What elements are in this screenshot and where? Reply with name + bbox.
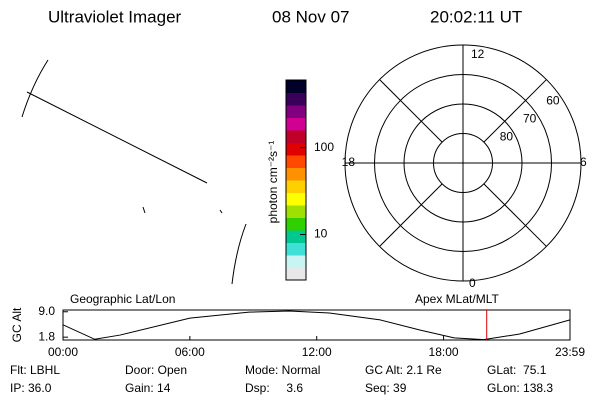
x-tick-label: 18:00: [429, 345, 459, 359]
x-tick-label: 23:59: [555, 345, 585, 359]
image-panel: [21, 59, 247, 285]
status-field: GC Alt: 2.1 Re: [365, 363, 442, 377]
colorbar-segment: [286, 242, 306, 256]
polar-hour-label: 6: [580, 155, 587, 169]
date: 08 Nov 07: [272, 7, 350, 26]
polar-hour-label: 12: [471, 47, 485, 61]
colorbar-frame: [285, 79, 307, 281]
x-tick-label: 06:00: [175, 345, 205, 359]
status-field: Gain: 14: [125, 381, 171, 395]
y-tick-label: 9.0: [38, 304, 55, 318]
colorbar-segment: [286, 192, 306, 206]
altitude-line: [62, 310, 571, 341]
colorbar-segment: [286, 217, 306, 231]
polar-hour-label: 0: [469, 276, 476, 290]
polar-ring-label: 80: [500, 130, 514, 144]
x-tick-label: 12:00: [302, 345, 332, 359]
colorbar-segment: [286, 180, 306, 193]
polar-hour-label: 18: [342, 155, 356, 169]
coast-line: [142, 206, 146, 214]
colorbar-label: photon cm⁻²s⁻¹: [266, 141, 280, 224]
coast-line: [21, 59, 49, 118]
colorbar-segment: [286, 205, 306, 218]
polar-spoke: [483, 183, 547, 247]
colorbar-segment: [286, 155, 306, 168]
y-tick-label: 1.8: [38, 329, 55, 343]
colorbar-segment: [286, 255, 306, 268]
coast-line: [26, 91, 208, 184]
colorbar-segment: [286, 142, 306, 156]
polar-ring-label: 60: [546, 93, 560, 107]
y-axis-label: GC Alt: [10, 307, 24, 342]
status-field: Flt: LBHL: [10, 363, 60, 377]
polar-ring-label: 70: [523, 111, 537, 125]
polar-spoke: [379, 183, 443, 247]
instrument-title: Ultraviolet Imager: [48, 7, 182, 26]
status-field: GLat: 75.1: [487, 363, 547, 377]
status-field: GLon: 138.3: [487, 381, 553, 395]
polar-spoke: [483, 79, 547, 143]
plot-label: Apex MLat/MLT: [415, 292, 499, 306]
colorbar-segment: [286, 80, 306, 93]
plot-label: Geographic Lat/Lon: [70, 292, 175, 306]
coast-line: [219, 209, 223, 214]
status-field: Door: Open: [125, 363, 187, 377]
colorbar-segment: [286, 230, 306, 243]
colorbar-segment: [286, 105, 306, 118]
colorbar-segment: [286, 117, 306, 131]
status-field: Mode: Normal: [245, 363, 320, 377]
x-tick-label: 00:00: [48, 345, 78, 359]
coast-line: [231, 223, 247, 285]
colorbar-tick-label: 100: [314, 140, 334, 154]
colorbar-segment: [286, 267, 306, 281]
status-field: IP: 36.0: [10, 381, 52, 395]
status-field: Seq: 39: [365, 381, 407, 395]
polar-spoke: [379, 79, 443, 143]
status-field: Dsp: 3.6: [245, 381, 303, 395]
time: 20:02:11 UT: [430, 7, 522, 26]
colorbar-segment: [286, 167, 306, 181]
colorbar-segment: [286, 130, 306, 143]
colorbar-tick-label: 10: [314, 227, 328, 241]
plot-frame: [62, 309, 571, 341]
colorbar-segment: [286, 92, 306, 106]
